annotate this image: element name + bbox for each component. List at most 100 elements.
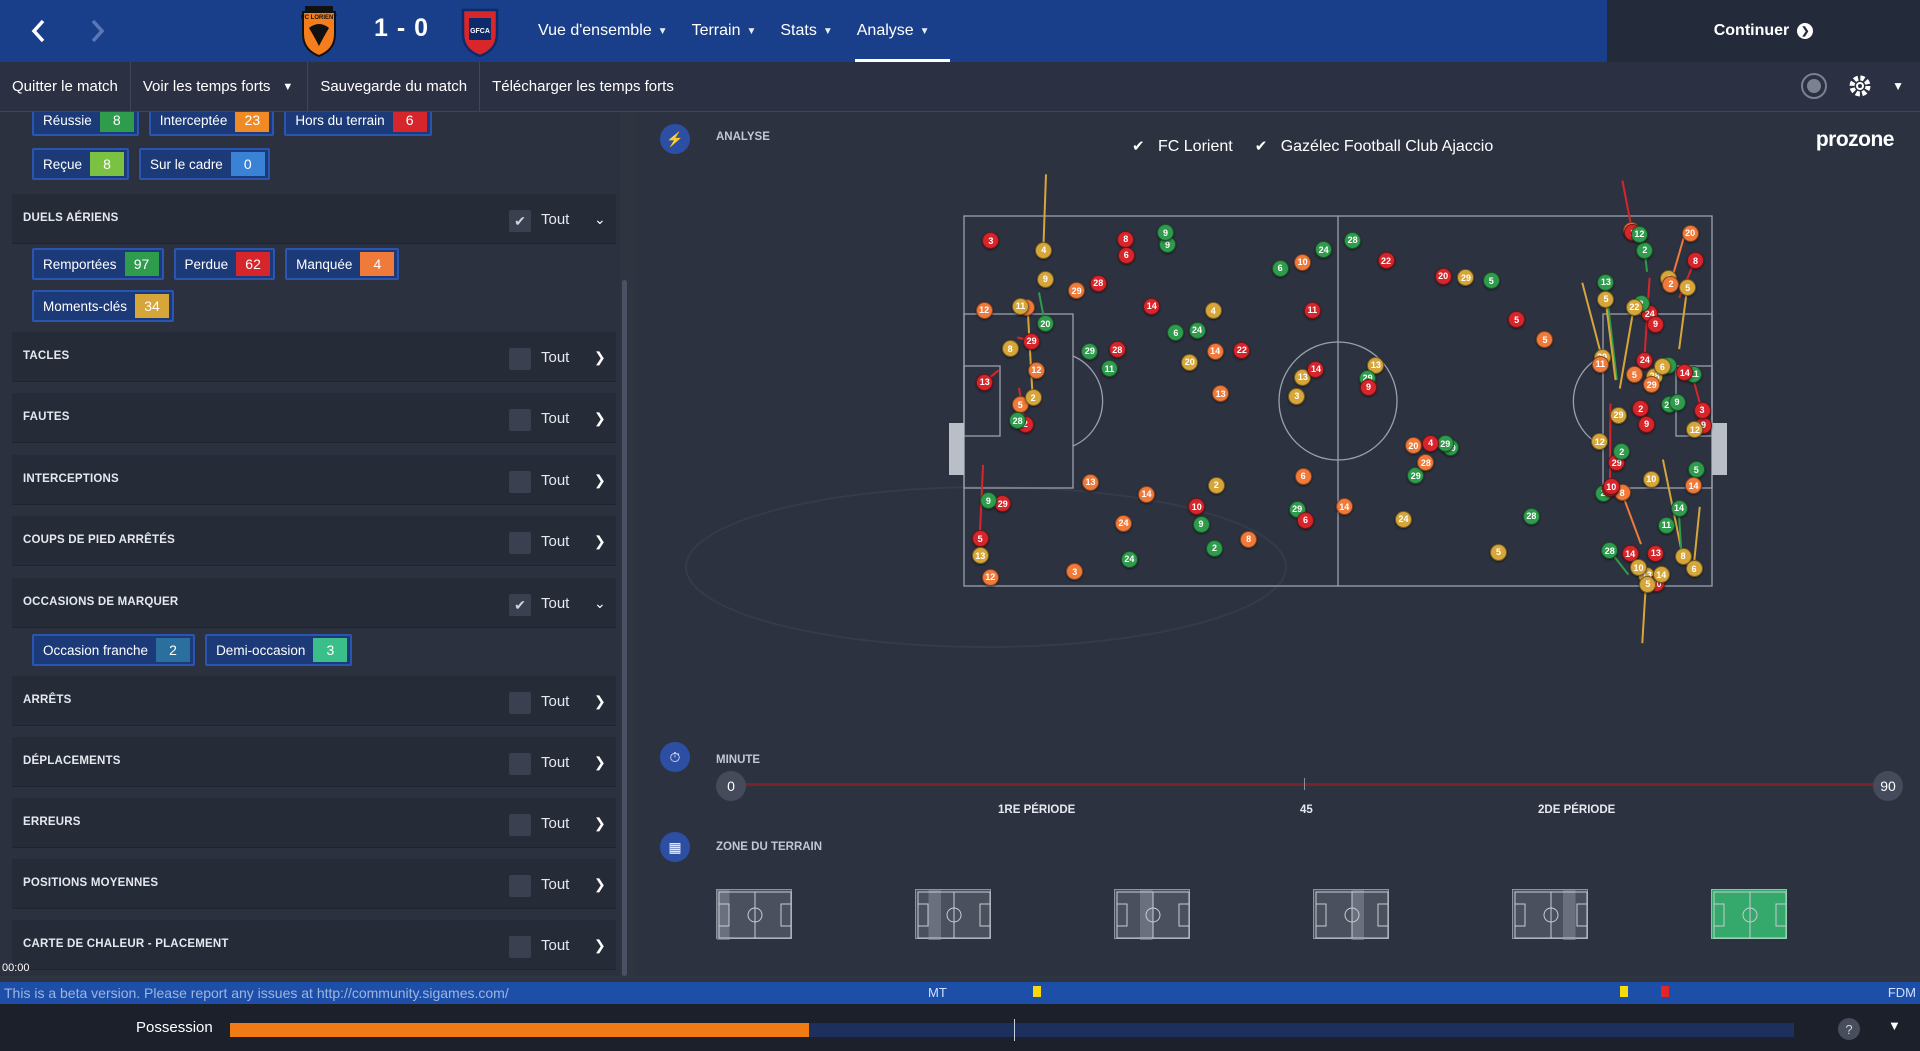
- event-marker[interactable]: 9: [1647, 315, 1665, 333]
- event-marker[interactable]: 9: [1668, 393, 1686, 411]
- event-marker[interactable]: 10: [1602, 478, 1620, 496]
- event-marker[interactable]: 6: [1653, 358, 1671, 376]
- event-marker[interactable]: 13: [1294, 368, 1312, 386]
- event-marker[interactable]: 5: [1508, 311, 1526, 329]
- team-filter-away[interactable]: ✔ Gazélec Football Club Ajaccio: [1255, 138, 1494, 156]
- event-marker[interactable]: 12: [981, 568, 999, 586]
- event-marker[interactable]: 24: [1636, 351, 1654, 369]
- event-marker[interactable]: 12: [1591, 433, 1609, 451]
- chevron-down-icon[interactable]: ▼: [1888, 1018, 1901, 1033]
- event-marker[interactable]: 3: [982, 232, 1000, 250]
- home-team-crest[interactable]: FC LORIENT: [299, 4, 339, 58]
- event-marker[interactable]: 22: [1377, 252, 1395, 270]
- section-set-pieces[interactable]: COUPS DE PIED ARRÊTÉS Tout ❯: [12, 516, 616, 566]
- highlights-dropdown[interactable]: Voir les temps forts ▼: [131, 61, 309, 112]
- chevron-right-icon[interactable]: ❯: [594, 937, 606, 953]
- first-half-label[interactable]: 1RE PÉRIODE: [998, 804, 1076, 816]
- event-marker[interactable]: 3: [1288, 387, 1306, 405]
- event-marker[interactable]: 29: [1068, 282, 1086, 300]
- event-marker[interactable]: 14: [1335, 498, 1353, 516]
- event-marker[interactable]: 20: [1434, 267, 1452, 285]
- event-marker[interactable]: 22: [1233, 341, 1251, 359]
- event-marker[interactable]: 6: [1297, 511, 1314, 529]
- checkbox-unchecked[interactable]: [509, 471, 531, 493]
- event-marker[interactable]: 24: [1188, 321, 1206, 339]
- event-marker[interactable]: 29: [994, 495, 1012, 513]
- event-marker[interactable]: 29: [1081, 342, 1099, 360]
- event-marker[interactable]: 24: [1120, 550, 1138, 568]
- download-highlights-button[interactable]: Télécharger les temps forts: [492, 78, 674, 95]
- zone-option-4[interactable]: [1313, 889, 1389, 940]
- event-marker[interactable]: 12: [1027, 361, 1045, 379]
- menu-pitch[interactable]: Terrain ▼: [682, 0, 767, 62]
- checkbox-unchecked[interactable]: [509, 875, 531, 897]
- event-marker[interactable]: 13: [976, 373, 994, 391]
- event-marker[interactable]: 2: [1636, 241, 1654, 259]
- event-marker[interactable]: 13: [971, 547, 989, 565]
- tag-lost[interactable]: Perdue 62: [173, 248, 276, 280]
- section-fouls[interactable]: FAUTES Tout ❯: [12, 393, 616, 443]
- event-marker[interactable]: 5: [1482, 272, 1500, 290]
- event-marker[interactable]: 28: [1417, 454, 1435, 472]
- checkbox-unchecked[interactable]: [509, 692, 531, 714]
- event-marker[interactable]: 14: [1206, 342, 1224, 360]
- event-marker[interactable]: 6: [1271, 259, 1289, 277]
- checkbox-unchecked[interactable]: [509, 753, 531, 775]
- event-marker[interactable]: 6: [1167, 324, 1185, 342]
- event-marker[interactable]: 11: [1100, 360, 1118, 378]
- checkbox-unchecked[interactable]: [509, 532, 531, 554]
- chevron-right-icon[interactable]: ❯: [594, 754, 606, 770]
- event-marker[interactable]: 4: [1204, 302, 1222, 320]
- event-marker[interactable]: 29: [1643, 376, 1661, 394]
- event-marker[interactable]: 10: [1642, 470, 1660, 488]
- checkbox-unchecked[interactable]: [509, 814, 531, 836]
- quit-match-button[interactable]: Quitter le match: [0, 61, 131, 112]
- gear-icon[interactable]: [1846, 72, 1874, 100]
- event-marker[interactable]: 28: [1522, 507, 1540, 525]
- event-marker[interactable]: 8: [1001, 340, 1019, 358]
- tag-half-chance[interactable]: Demi-occasion 3: [205, 634, 353, 666]
- left-panel-scrollbar[interactable]: [622, 280, 627, 976]
- event-marker[interactable]: 13: [1367, 356, 1385, 374]
- away-team-crest[interactable]: GFCA: [460, 4, 500, 58]
- event-marker[interactable]: 5: [1597, 290, 1615, 308]
- minute-range-track[interactable]: [732, 783, 1882, 786]
- event-marker[interactable]: 28: [1089, 274, 1107, 292]
- event-marker[interactable]: 20: [1681, 224, 1699, 242]
- event-marker[interactable]: 12: [1630, 225, 1648, 243]
- event-marker[interactable]: 10: [1188, 498, 1206, 516]
- event-marker[interactable]: 22: [1625, 298, 1643, 316]
- event-marker[interactable]: 5: [1625, 366, 1643, 384]
- chevron-right-icon[interactable]: ❯: [594, 815, 606, 831]
- checkbox-checked[interactable]: ✔: [509, 210, 531, 232]
- event-marker[interactable]: 9: [1036, 270, 1054, 288]
- event-marker[interactable]: 5: [971, 530, 989, 548]
- second-half-label[interactable]: 2DE PÉRIODE: [1538, 804, 1616, 816]
- event-marker[interactable]: 9: [1638, 415, 1656, 433]
- section-chances[interactable]: OCCASIONS DE MARQUER ✔ Tout ⌄: [12, 578, 616, 628]
- event-marker[interactable]: 14: [1670, 499, 1688, 517]
- event-marker[interactable]: 20: [1181, 353, 1199, 371]
- chevron-right-icon[interactable]: ❯: [594, 410, 606, 426]
- checkbox-unchecked[interactable]: [509, 409, 531, 431]
- checkbox-unchecked[interactable]: [509, 936, 531, 958]
- minute-end-handle[interactable]: 90: [1873, 771, 1903, 801]
- tag-missed[interactable]: Manquée 4: [285, 248, 400, 280]
- section-aerial-duels[interactable]: DUELS AÉRIENS ✔ Tout ⌄: [12, 194, 616, 244]
- menu-overview[interactable]: Vue d'ensemble ▼: [528, 0, 678, 62]
- tag-success[interactable]: Réussie 8: [32, 112, 139, 136]
- event-marker[interactable]: 6: [1117, 246, 1135, 264]
- event-marker[interactable]: 10: [1294, 253, 1312, 271]
- event-marker[interactable]: 10: [1630, 559, 1648, 577]
- chevron-right-icon[interactable]: ❯: [594, 876, 606, 892]
- event-marker[interactable]: 29: [1436, 435, 1454, 453]
- checkbox-checked[interactable]: ✔: [509, 594, 531, 616]
- event-marker[interactable]: 24: [1394, 510, 1412, 528]
- event-marker[interactable]: 28: [1601, 542, 1619, 560]
- event-marker[interactable]: 3: [1066, 563, 1084, 581]
- event-marker[interactable]: 11: [1012, 297, 1030, 315]
- chevron-down-icon[interactable]: ⌄: [594, 595, 606, 611]
- forward-button[interactable]: [78, 12, 118, 50]
- event-marker[interactable]: 29: [1407, 467, 1425, 485]
- event-marker[interactable]: 14: [1685, 477, 1703, 495]
